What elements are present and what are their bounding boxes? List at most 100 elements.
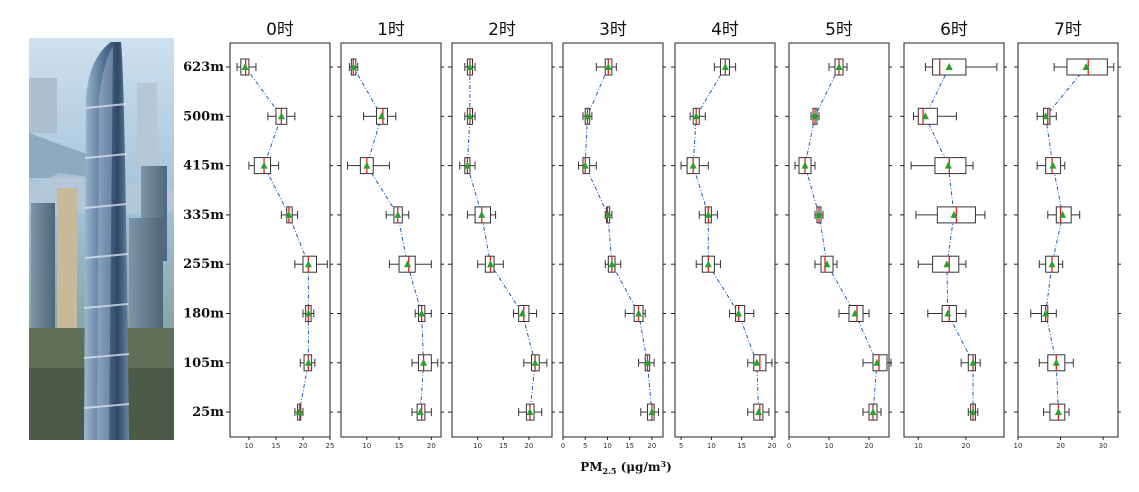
y-tick-label: 255m [183, 257, 224, 272]
box [624, 305, 646, 322]
panel-frame [340, 42, 442, 438]
box [640, 403, 660, 421]
panel-title: 5时 [825, 20, 853, 40]
y-tick-label: 180m [183, 307, 224, 322]
panel: 7时 10 20 30 [1014, 20, 1121, 450]
mean-marker [869, 408, 877, 416]
x-tick-label: 20 [961, 442, 970, 450]
x-axis-label: PM2.5 (μg/m3) [580, 459, 672, 476]
x-tick-label: 15 [737, 442, 746, 450]
panel: 2时 10 15 20 [448, 20, 555, 450]
x-tick-label: 10 [825, 442, 834, 450]
mean-marker [823, 260, 831, 268]
mean-marker [304, 358, 312, 366]
box [927, 305, 967, 322]
box [302, 305, 315, 322]
box [464, 107, 476, 125]
mean-marker [363, 161, 371, 169]
y-tick-label: 500m [183, 109, 224, 124]
mean-marker [1059, 210, 1067, 218]
mean-marker [944, 161, 952, 169]
panel: 0时 10 15 20 25 [226, 20, 334, 450]
box [910, 157, 974, 175]
box [267, 107, 296, 125]
x-tick-label: 30 [1099, 442, 1108, 450]
mean-marker [873, 358, 881, 366]
x-tick-label: 10 [362, 442, 371, 450]
mean-marker [420, 358, 428, 366]
mean-marker [466, 63, 474, 70]
panel-title: 2时 [488, 20, 516, 40]
mean-marker [944, 309, 952, 317]
x-tick-label: 10 [244, 442, 253, 450]
box [363, 107, 397, 125]
box [638, 354, 655, 372]
mean-marker [394, 210, 402, 218]
box [862, 403, 882, 421]
mean-marker [811, 112, 819, 120]
mean-marker [416, 408, 424, 416]
box [464, 58, 476, 76]
mean-marker [604, 63, 612, 70]
box [248, 157, 280, 175]
mean-marker [531, 358, 539, 366]
mean-marker [851, 309, 859, 317]
mean-marker [969, 358, 977, 366]
x-tick-label: 10 [707, 442, 716, 450]
mean-marker [466, 112, 474, 120]
box [236, 58, 257, 76]
x-tick-label: 10 [473, 442, 482, 450]
box [747, 354, 773, 372]
box [582, 107, 593, 125]
x-tick-label: 20 [299, 442, 308, 450]
mean-marker [1082, 63, 1090, 70]
mean-marker [689, 161, 697, 169]
box [1038, 255, 1064, 273]
box [466, 206, 497, 224]
mean-marker [704, 260, 712, 268]
box [578, 157, 597, 175]
mean-marker [692, 112, 700, 120]
x-tick-label: 25 [326, 442, 335, 450]
x-tick-label: 20 [647, 442, 656, 450]
mean-marker [581, 161, 589, 169]
mean-marker [260, 161, 268, 169]
mean-marker [945, 63, 953, 70]
box [411, 354, 439, 372]
mean-marker [950, 210, 958, 218]
mean-marker [1042, 309, 1050, 317]
panel-frame [1017, 42, 1119, 438]
mean-marker [1052, 358, 1060, 366]
mean-line [584, 66, 653, 413]
box [680, 157, 709, 175]
y-tick-label: 25m [192, 405, 224, 420]
mean-marker [1048, 260, 1056, 268]
mean-marker [721, 63, 729, 70]
box [838, 305, 870, 322]
panel: 1时 10 15 20 [337, 20, 444, 450]
mean-marker [518, 309, 526, 317]
mean-marker [463, 161, 471, 169]
mean-marker [526, 408, 534, 416]
mean-marker [815, 210, 823, 218]
mean-marker [285, 210, 293, 218]
x-tick-label: 0 [561, 442, 565, 450]
box [348, 58, 359, 76]
box [1036, 107, 1057, 125]
box [915, 206, 986, 224]
x-tick-label: 20 [524, 442, 533, 450]
mean-marker [1054, 408, 1062, 416]
box [294, 403, 304, 421]
box [1047, 206, 1081, 224]
box [917, 255, 967, 273]
mean-marker [648, 408, 656, 416]
box [1043, 403, 1070, 421]
box [729, 305, 755, 322]
y-tick-label: 335m [183, 208, 224, 223]
box [346, 157, 390, 175]
mean-marker [295, 408, 303, 416]
box [747, 403, 770, 421]
panel: 5时 0 10 20 [785, 20, 892, 450]
mean-marker [583, 112, 591, 120]
